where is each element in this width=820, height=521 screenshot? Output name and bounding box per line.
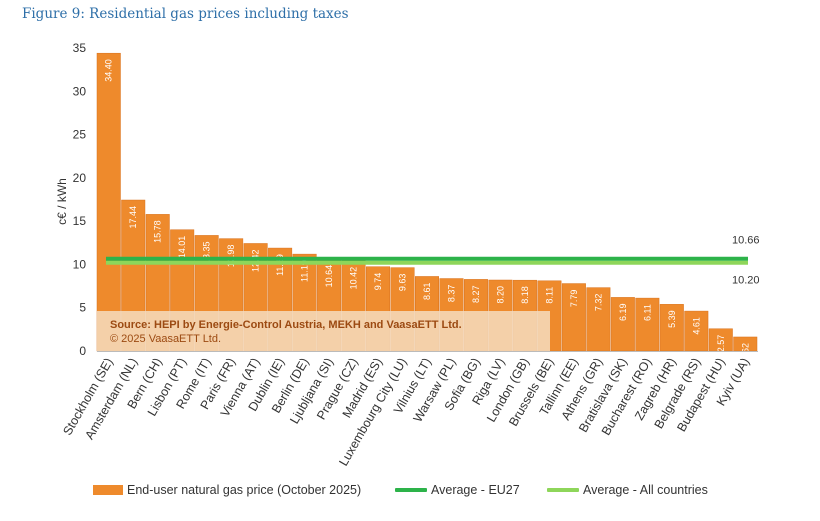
- average-lines: 10.66 10.20: [106, 235, 760, 287]
- data-label: 10.42: [349, 267, 359, 290]
- y-tick-label: 20: [73, 171, 87, 185]
- y-axis-label: c€ / kWh: [55, 178, 69, 225]
- data-label: 9.74: [373, 273, 383, 291]
- bar: [96, 52, 121, 352]
- data-label: 10.64: [324, 265, 334, 288]
- data-label: 4.61: [691, 317, 701, 335]
- data-label: 7.79: [569, 290, 579, 308]
- legend-swatch-all-countries: [547, 488, 579, 492]
- y-tick-label: 0: [79, 344, 86, 358]
- data-label: 12.98: [226, 245, 236, 268]
- legend: End-user natural gas price (October 2025…: [0, 481, 820, 501]
- y-tick-label: 30: [73, 84, 87, 98]
- source-text: Source: HEPI by Energie-Control Austria,…: [110, 319, 462, 331]
- data-label: 34.40: [104, 59, 114, 82]
- bar-series: 34.4017.4415.7814.0113.3512.9812.4211.89…: [96, 52, 758, 353]
- average-all-countries-label: 10.20: [732, 275, 760, 287]
- data-label: 5.39: [667, 310, 677, 328]
- legend-label: End-user natural gas price (October 2025…: [127, 483, 362, 497]
- figure-title: Figure 9: Residential gas prices includi…: [22, 6, 349, 22]
- copyright-text: © 2025 VaasaETT Ltd.: [110, 333, 221, 345]
- data-label: 2.57: [716, 335, 726, 353]
- data-label: 8.18: [520, 286, 530, 304]
- legend-item-gas-price: End-user natural gas price (October 2025…: [93, 481, 361, 499]
- legend-swatch-bar: [93, 485, 123, 495]
- y-tick-label: 35: [73, 41, 87, 55]
- data-label: 8.11: [544, 287, 554, 304]
- data-label: 9.63: [398, 274, 408, 292]
- y-tick-label: 5: [79, 301, 86, 315]
- legend-item-all-countries: Average - All countries: [547, 481, 708, 499]
- source-box: [97, 311, 550, 351]
- legend-label: Average - EU27: [431, 483, 520, 497]
- legend-swatch-eu27: [395, 488, 427, 492]
- data-label: 62: [740, 343, 750, 353]
- data-label: 7.32: [593, 294, 603, 312]
- data-label: 11.19: [300, 260, 310, 282]
- data-label: 8.37: [446, 285, 456, 303]
- data-label: 13.35: [202, 241, 212, 264]
- y-tick-label: 15: [73, 214, 87, 228]
- data-label: 17.44: [128, 206, 138, 229]
- y-tick-label: 10: [73, 257, 87, 271]
- average-eu27-label: 10.66: [732, 235, 760, 247]
- data-label: 6.11: [642, 304, 652, 321]
- data-label: 8.61: [422, 282, 432, 300]
- data-label: 15.78: [153, 220, 163, 243]
- data-label: 8.27: [471, 285, 481, 303]
- data-label: 11.89: [275, 254, 285, 276]
- y-axis: 0 5 10 15 20 25 30 35: [73, 41, 87, 358]
- data-label: 14.01: [177, 236, 187, 259]
- legend-item-eu27: Average - EU27: [395, 481, 520, 499]
- x-axis: Stockholm (SE)Amsterdam (NL)Bern (CH)Lis…: [60, 351, 758, 468]
- y-tick-label: 25: [73, 128, 87, 142]
- source-note: Source: HEPI by Energie-Control Austria,…: [97, 311, 550, 351]
- legend-label: Average - All countries: [583, 483, 708, 497]
- data-label: 8.20: [495, 286, 505, 304]
- data-label: 6.19: [618, 303, 628, 321]
